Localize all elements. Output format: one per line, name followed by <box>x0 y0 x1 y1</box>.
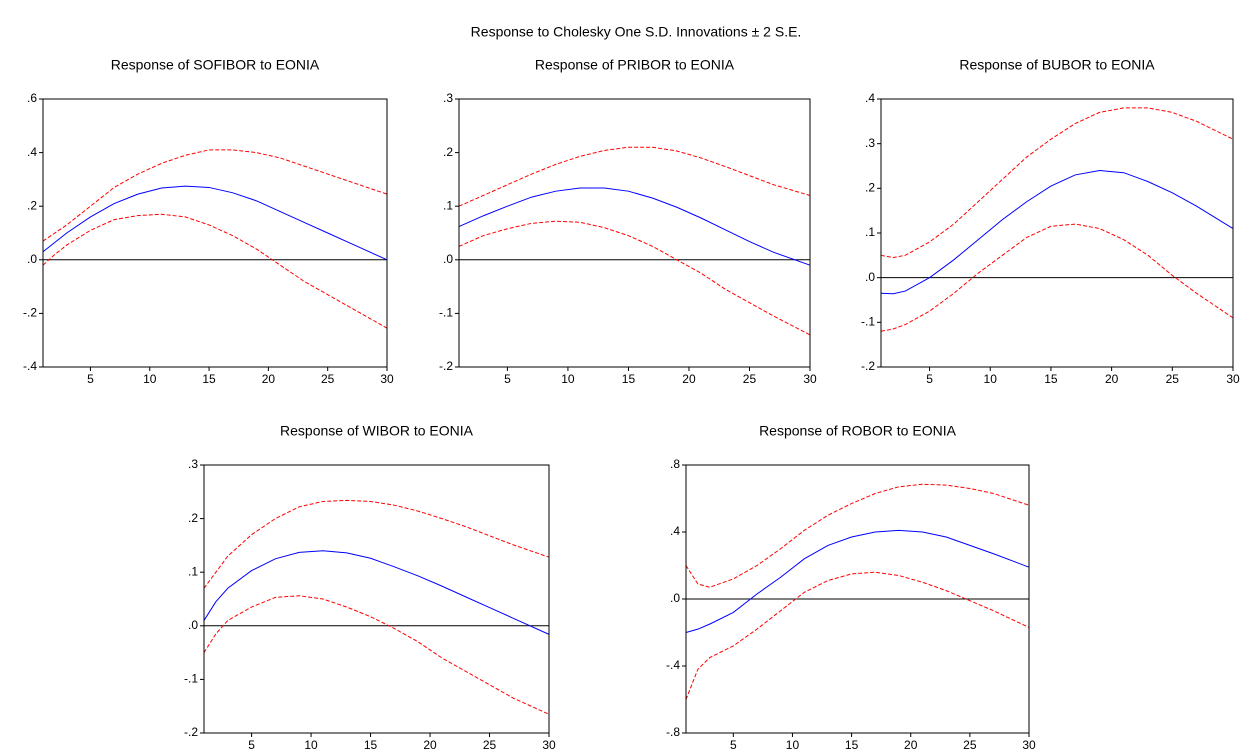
confidence-band <box>203 499 550 589</box>
y-tick-label: .2 <box>27 198 37 212</box>
confidence-band <box>685 571 1030 700</box>
x-tick-label: 15 <box>845 738 859 752</box>
confidence-band <box>42 213 388 329</box>
response-line <box>685 529 1030 633</box>
panel-title: Response of WIBOR to EONIA <box>280 423 474 439</box>
y-tick-label: .8 <box>670 457 680 471</box>
x-tick-label: 10 <box>984 372 998 386</box>
response-line <box>203 550 550 635</box>
y-tick-label: .2 <box>865 181 875 195</box>
x-tick-label: 25 <box>483 738 497 752</box>
panel: Response of WIBOR to EONIA -.2 -.1 .0 .1 .2 .3… <box>184 423 556 752</box>
x-tick-label: 15 <box>202 372 216 386</box>
x-tick-label: 30 <box>803 372 817 386</box>
y-tick-label: -.4 <box>666 658 680 672</box>
plot-frame <box>458 98 811 368</box>
y-tick-label: .0 <box>188 618 198 632</box>
panel: Response of SOFIBOR to EONIA -.4 -.2 .0 .2 .4… <box>23 57 394 386</box>
x-tick-label: 10 <box>304 738 318 752</box>
y-tick-label: .1 <box>443 198 453 212</box>
plot-frame <box>203 464 550 734</box>
y-tick-label: -.4 <box>23 359 37 373</box>
x-tick-label: 25 <box>963 738 977 752</box>
confidence-band <box>880 223 1234 332</box>
x-tick-label: 5 <box>87 372 94 386</box>
x-tick-label: 30 <box>1022 738 1036 752</box>
x-tick-label: 25 <box>743 372 757 386</box>
y-tick-label: .4 <box>27 145 37 159</box>
panel-title: Response of BUBOR to EONIA <box>959 57 1155 73</box>
y-tick-label: .1 <box>865 225 875 239</box>
y-tick-label: -.1 <box>861 315 875 329</box>
panel: Response of PRIBOR to EONIA -.2 -.1 .0 .1 .2.… <box>439 57 817 386</box>
x-tick-label: 30 <box>542 738 556 752</box>
y-tick-label: .0 <box>443 252 453 266</box>
y-tick-label: -.2 <box>184 725 198 739</box>
y-tick-label: -.8 <box>666 725 680 739</box>
y-tick-label: .4 <box>865 91 875 105</box>
y-tick-label: .4 <box>670 524 680 538</box>
x-tick-label: 20 <box>1105 372 1119 386</box>
x-tick-label: 20 <box>682 372 696 386</box>
x-tick-label: 5 <box>730 738 737 752</box>
response-line <box>880 169 1234 295</box>
panel-title: Response of ROBOR to EONIA <box>759 423 957 439</box>
x-tick-label: 20 <box>904 738 918 752</box>
y-tick-label: .0 <box>670 591 680 605</box>
x-tick-label: 20 <box>262 372 276 386</box>
x-tick-label: 30 <box>380 372 394 386</box>
x-tick-label: 25 <box>321 372 335 386</box>
x-tick-label: 5 <box>926 372 933 386</box>
y-tick-label: .3 <box>443 91 453 105</box>
y-tick-label: -.1 <box>184 672 198 686</box>
confidence-band <box>880 107 1234 259</box>
confidence-band <box>42 149 388 242</box>
plot-frame <box>685 464 1030 734</box>
confidence-band <box>458 146 811 207</box>
y-tick-label: .0 <box>865 270 875 284</box>
y-tick-label: .0 <box>27 252 37 266</box>
y-tick-label: -.1 <box>439 306 453 320</box>
panel-title: Response of PRIBOR to EONIA <box>535 57 735 73</box>
y-tick-label: .3 <box>188 457 198 471</box>
y-tick-label: .6 <box>27 91 37 105</box>
x-tick-label: 25 <box>1166 372 1180 386</box>
response-line <box>42 185 388 261</box>
x-tick-label: 5 <box>504 372 511 386</box>
x-tick-label: 30 <box>1226 372 1240 386</box>
x-tick-label: 20 <box>423 738 437 752</box>
x-tick-label: 5 <box>248 738 255 752</box>
x-tick-label: 10 <box>143 372 157 386</box>
y-tick-label: -.2 <box>439 359 453 373</box>
panel-title: Response of SOFIBOR to EONIA <box>111 57 320 73</box>
y-tick-label: .2 <box>188 511 198 525</box>
confidence-band <box>458 220 811 336</box>
response-line <box>458 187 811 266</box>
figure-title: Response to Cholesky One S.D. Innovation… <box>471 24 802 40</box>
x-tick-label: 15 <box>1044 372 1058 386</box>
x-tick-label: 10 <box>561 372 575 386</box>
panel: Response of BUBOR to EONIA -.2 -.1 .0 .1 .2 .3… <box>861 57 1240 386</box>
plot-frame <box>42 98 388 368</box>
x-tick-label: 10 <box>786 738 800 752</box>
x-tick-label: 15 <box>622 372 636 386</box>
confidence-band <box>203 595 550 715</box>
y-tick-label: -.2 <box>861 359 875 373</box>
panel: Response of ROBOR to EONIA -.8 -.4 .0 .4 .8 5 1… <box>666 423 1036 752</box>
x-tick-label: 15 <box>364 738 378 752</box>
plot-frame <box>880 98 1234 368</box>
y-tick-label: .2 <box>443 145 453 159</box>
y-tick-label: .1 <box>188 564 198 578</box>
confidence-band <box>685 483 1030 588</box>
y-tick-label: -.2 <box>23 306 37 320</box>
y-tick-label: .3 <box>865 136 875 150</box>
